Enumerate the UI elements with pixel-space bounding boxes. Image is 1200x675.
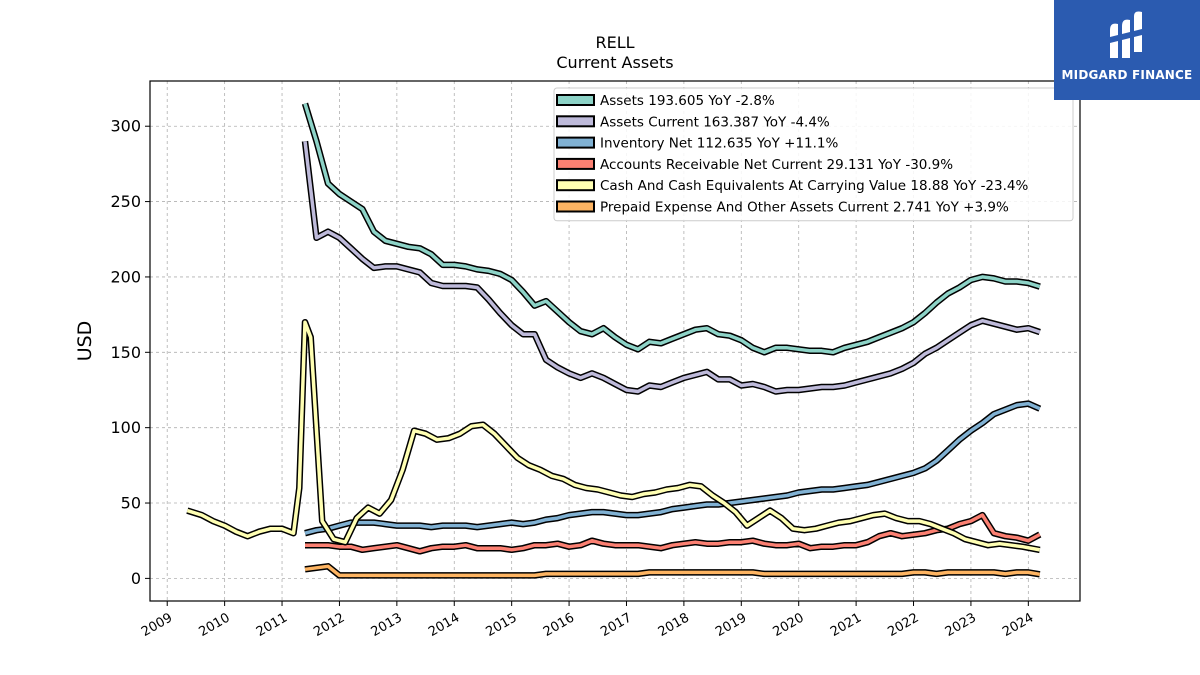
series-line-0 <box>301 102 1041 356</box>
x-tick-label: 2022 <box>885 610 921 640</box>
legend-swatch <box>556 94 595 106</box>
x-tick-label: 2017 <box>598 610 634 640</box>
y-tick-label: 50 <box>121 494 141 513</box>
chart-subtitle: Current Assets <box>556 53 673 72</box>
legend-label: Inventory Net 112.635 YoY +11.1% <box>600 136 838 152</box>
legend-swatch <box>556 136 595 149</box>
x-axis: 2009 2010 2011 2012 2013 2014 2015 2016 2017 2018… <box>139 601 1036 640</box>
x-tick-label: 2013 <box>369 610 405 640</box>
x-tick-label: 2016 <box>541 610 577 640</box>
legend-label: Cash And Cash Equivalents At Carrying Va… <box>600 178 1028 194</box>
x-tick-label: 2012 <box>311 610 347 640</box>
logo: MIDGARD FINANCE <box>1054 0 1200 100</box>
y-tick-label: 150 <box>110 343 141 362</box>
series-stroke <box>304 401 1041 535</box>
x-tick-label: 2023 <box>943 610 979 640</box>
x-tick-label: 2019 <box>713 610 749 640</box>
legend-label: Assets Current 163.387 YoY -4.4% <box>600 114 830 130</box>
legend-label: Accounts Receivable Net Current 29.131 Y… <box>600 157 953 173</box>
midgard-logo-icon <box>1106 11 1146 59</box>
series-line-2 <box>304 400 1042 537</box>
series-stroke <box>303 103 1041 355</box>
y-tick-label: 300 <box>110 117 141 136</box>
legend-label: Assets 193.605 YoY -2.8% <box>600 93 775 109</box>
series-stroke <box>304 564 1041 578</box>
y-tick-label: 100 <box>110 418 141 437</box>
y-axis-label: USD <box>74 321 96 362</box>
series-layer <box>186 102 1042 579</box>
legend-entry-3: Accounts Receivable Net Current 29.131 Y… <box>556 157 953 173</box>
legend-swatch <box>556 115 595 128</box>
legend: Assets 193.605 YoY -2.8% Assets Current 1… <box>553 87 1074 222</box>
series-stroke <box>305 513 1041 554</box>
y-axis: 0 50 100 150 200 250 300 <box>110 117 150 588</box>
chart-title: RELL <box>595 33 634 52</box>
x-tick-label: 2014 <box>426 610 462 640</box>
plot-frame <box>149 80 1081 602</box>
legend-entry-4: Cash And Cash Equivalents At Carrying Va… <box>556 178 1028 194</box>
legend-swatch <box>556 179 595 192</box>
series-line-5 <box>304 563 1041 579</box>
x-tick-label: 2009 <box>139 610 175 640</box>
series-line-3 <box>305 511 1042 555</box>
x-tick-label: 2010 <box>196 610 232 640</box>
x-tick-label: 2024 <box>1000 610 1036 640</box>
legend-entry-1: Assets Current 163.387 YoY -4.4% <box>556 114 830 130</box>
y-tick-label: 0 <box>131 569 141 588</box>
legend-swatch <box>556 200 595 213</box>
legend-label: Prepaid Expense And Other Assets Current… <box>600 200 1009 216</box>
series-outline <box>304 400 1042 537</box>
x-tick-label: 2015 <box>484 610 520 640</box>
legend-swatch <box>556 157 595 170</box>
x-tick-label: 2018 <box>656 610 692 640</box>
logo-text: MIDGARD FINANCE <box>1061 68 1193 82</box>
legend-entry-5: Prepaid Expense And Other Assets Current… <box>556 200 1009 216</box>
series-stroke <box>186 320 1041 552</box>
legend-entry-0: Assets 193.605 YoY -2.8% <box>556 93 775 109</box>
y-tick-label: 250 <box>110 192 141 211</box>
y-tick-label: 200 <box>110 267 141 286</box>
series-line-4 <box>186 318 1041 554</box>
x-tick-label: 2021 <box>828 610 864 640</box>
x-tick-label: 2020 <box>771 610 807 640</box>
series-line-1 <box>301 140 1041 395</box>
x-tick-label: 2011 <box>254 610 290 640</box>
legend-box <box>553 87 1074 222</box>
series-stroke <box>303 141 1041 394</box>
legend-entry-2: Inventory Net 112.635 YoY +11.1% <box>556 136 838 152</box>
